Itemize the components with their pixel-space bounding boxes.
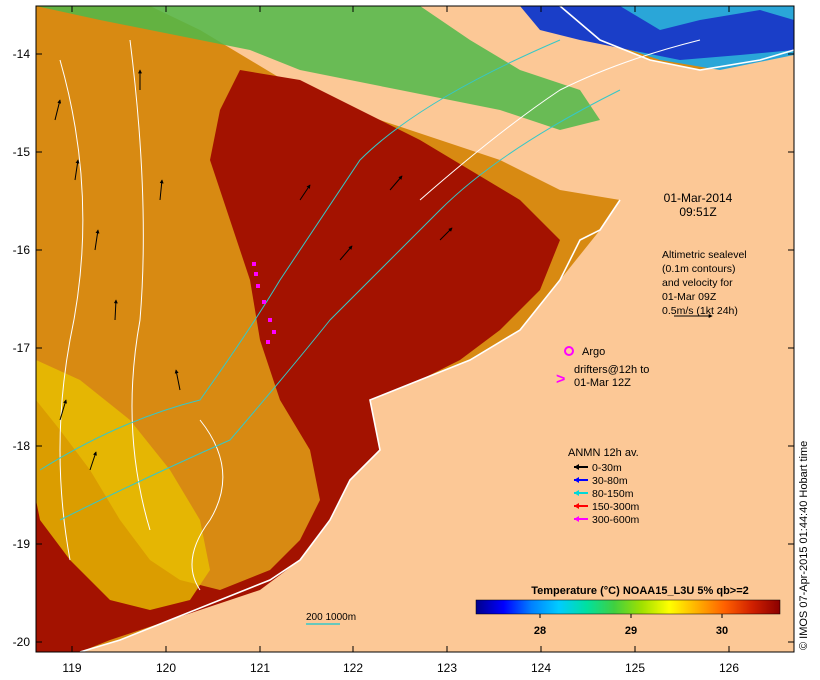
yellow-band-west bbox=[36, 360, 210, 610]
x-tick-label: 125 bbox=[625, 661, 645, 675]
axis-ticks bbox=[36, 6, 794, 652]
sealevel-contours bbox=[59, 39, 701, 591]
warm-core bbox=[36, 70, 560, 652]
time-label: 09:51Z bbox=[679, 205, 716, 219]
colorbar-title: Temperature (°C) NOAA15_L3U 5% qb>=2 bbox=[531, 585, 749, 597]
y-axis-labels: -14 -15 -16 -17 -18 -19 -20 bbox=[13, 47, 31, 649]
altimetry-line: 01-Mar 09Z bbox=[662, 291, 717, 303]
altimetry-line: (0.1m contours) bbox=[662, 263, 736, 275]
legend-arrowhead-icon bbox=[574, 490, 579, 496]
y-tick-label: -19 bbox=[13, 537, 31, 551]
y-tick-label: -18 bbox=[13, 439, 31, 453]
colorbar-bar bbox=[475, 599, 781, 615]
drifters-line: 01-Mar 12Z bbox=[574, 377, 631, 389]
legend-arrowhead-icon bbox=[574, 464, 579, 470]
drifters-line: drifters@12h to bbox=[574, 364, 649, 376]
argo-label: Argo bbox=[582, 346, 605, 358]
argo-marker bbox=[564, 346, 574, 356]
altimetry-note: Altimetric sealevel (0.1m contours) and … bbox=[662, 249, 747, 317]
legend-arrowhead-icon bbox=[574, 516, 579, 522]
velocity-vectors bbox=[54, 69, 453, 471]
colorbar-tick: 29 bbox=[625, 625, 637, 637]
bathymetry-contours bbox=[39, 39, 621, 521]
colorbar-tick: 30 bbox=[716, 625, 728, 637]
x-tick-label: 123 bbox=[437, 661, 457, 675]
x-tick-label: 121 bbox=[250, 661, 270, 675]
altimetry-line: and velocity for bbox=[662, 277, 733, 289]
y-tick-label: -16 bbox=[13, 243, 31, 257]
legend-item-label: 150-300m bbox=[592, 501, 640, 513]
plot-area bbox=[36, 6, 794, 652]
altimetry-line: 0.5m/s (1kt 24h) bbox=[662, 305, 738, 317]
x-axis-labels: 119 120 121 122 123 124 125 126 bbox=[62, 661, 739, 675]
colorbar-tick: 28 bbox=[534, 625, 546, 637]
x-tick-label: 120 bbox=[156, 661, 176, 675]
scalebar-label: 200 1000m bbox=[306, 612, 356, 623]
x-tick-label: 119 bbox=[62, 661, 81, 675]
date-label: 01-Mar-2014 bbox=[664, 191, 733, 205]
legend-item-label: 0-30m bbox=[592, 462, 622, 474]
plot-frame bbox=[35, 5, 795, 653]
cold-pool-north bbox=[520, 6, 794, 60]
copyright-footer: © IMOS 07-Apr-2015 01:44:40 Hobart time bbox=[798, 440, 810, 650]
x-tick-label: 122 bbox=[343, 661, 363, 675]
y-tick-label: -17 bbox=[13, 341, 31, 355]
legend-arrowhead-icon bbox=[574, 477, 579, 483]
x-tick-label: 126 bbox=[719, 661, 739, 675]
green-filaments bbox=[36, 6, 600, 130]
y-tick-label: -15 bbox=[13, 145, 31, 159]
timestamp: 01-Mar-2014 09:51Z bbox=[664, 191, 733, 219]
coastline bbox=[79, 6, 794, 652]
x-tick-label: 124 bbox=[531, 661, 551, 675]
altimetry-line: Altimetric sealevel bbox=[662, 249, 747, 261]
anmn-legend: ANMN 12h av. 0-30m30-80m80-150m150-300m3… bbox=[568, 447, 640, 526]
legend-item-label: 80-150m bbox=[592, 488, 634, 500]
drifter-marker-icon: > bbox=[556, 371, 565, 388]
legend-title: ANMN 12h av. bbox=[568, 447, 639, 459]
drifter-track bbox=[252, 262, 276, 344]
legend-item-label: 300-600m bbox=[592, 514, 640, 526]
y-tick-label: -20 bbox=[13, 635, 31, 649]
y-tick-label: -14 bbox=[13, 47, 31, 61]
legend-arrowhead-icon bbox=[574, 503, 579, 509]
legend-item-label: 30-80m bbox=[592, 475, 628, 487]
colorbar: Temperature (°C) NOAA15_L3U 5% qb>=2 28 … bbox=[475, 585, 781, 637]
